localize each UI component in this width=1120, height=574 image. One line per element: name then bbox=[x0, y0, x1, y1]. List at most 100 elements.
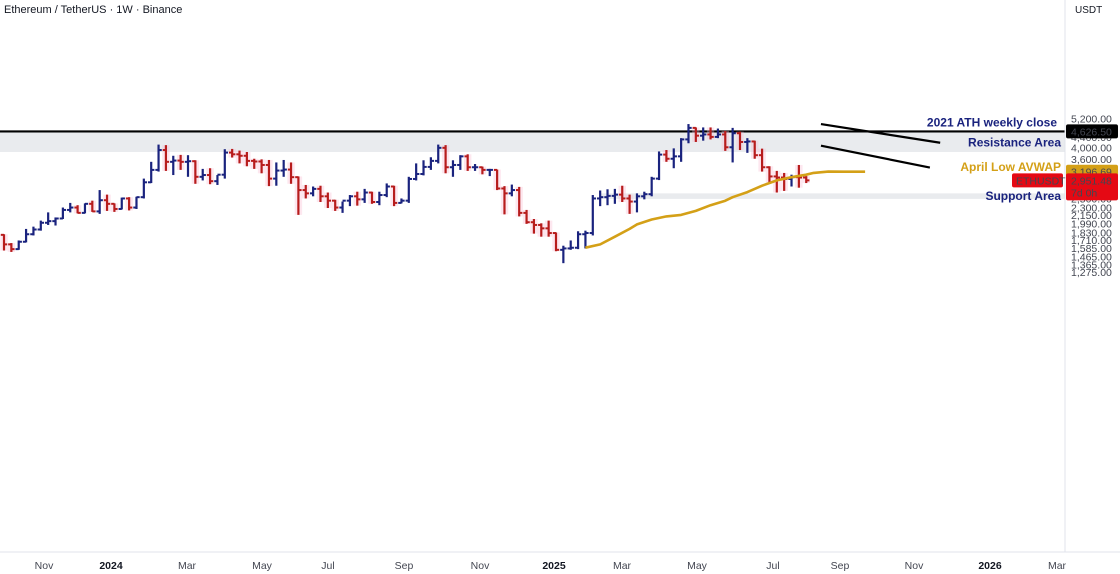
bear-bar bbox=[442, 145, 449, 174]
bull-bar bbox=[427, 157, 435, 170]
bear-bar bbox=[287, 162, 295, 184]
bear-bar bbox=[228, 148, 236, 158]
bull-bar bbox=[339, 199, 346, 213]
time-tick-label: Mar bbox=[613, 560, 632, 572]
bull-bar bbox=[221, 149, 228, 179]
bull-bar bbox=[361, 188, 368, 203]
bear-bar bbox=[707, 127, 714, 140]
bull-bar bbox=[398, 198, 405, 204]
bear-bar bbox=[663, 150, 670, 162]
time-tick-label: Mar bbox=[1048, 560, 1067, 572]
bull-bar bbox=[15, 240, 22, 251]
ohlc-bars bbox=[0, 124, 810, 264]
bull-bar bbox=[567, 240, 574, 250]
bull-bar bbox=[37, 220, 44, 231]
bear-bar bbox=[8, 243, 15, 252]
time-tick-label: 2025 bbox=[542, 560, 566, 572]
bear-bar bbox=[74, 205, 81, 214]
bull-bar bbox=[471, 164, 479, 171]
bull-bar bbox=[140, 178, 148, 199]
time-tick-label: Jul bbox=[766, 560, 779, 572]
chart-title: Ethereum / TetherUS · 1W · Binance bbox=[4, 4, 183, 16]
bull-bar bbox=[596, 190, 604, 207]
bear-bar bbox=[368, 191, 376, 204]
ath-price-text: 4,626.50 bbox=[1071, 126, 1112, 138]
bear-bar bbox=[516, 186, 523, 217]
bear-bar bbox=[111, 202, 118, 212]
bull-bar bbox=[376, 191, 383, 206]
bull-bar bbox=[449, 160, 457, 177]
bull-bar bbox=[214, 173, 221, 185]
bull-bar bbox=[700, 127, 707, 141]
bear-bar bbox=[317, 185, 324, 203]
bear-bar bbox=[390, 185, 398, 207]
time-tick-label: May bbox=[687, 560, 708, 572]
bull-bar bbox=[81, 202, 89, 214]
bull-bar bbox=[155, 144, 162, 172]
bear-bar bbox=[523, 209, 530, 224]
bull-bar bbox=[685, 124, 692, 144]
bear-bar bbox=[265, 159, 273, 187]
bull-bar bbox=[435, 144, 442, 164]
bear-bar bbox=[493, 168, 501, 191]
bull-bar bbox=[309, 186, 317, 197]
symbol-tag-text: ETHUSDT bbox=[1016, 175, 1066, 187]
bear-bar bbox=[538, 223, 545, 237]
zones-layer bbox=[0, 131, 1065, 199]
bull-bar bbox=[574, 231, 582, 250]
bull-bar bbox=[199, 168, 206, 181]
bull-bar bbox=[508, 184, 516, 197]
price-tick-label: 1,990.00 bbox=[1071, 218, 1112, 230]
countdown-text: 7d 0h bbox=[1071, 187, 1097, 199]
bull-bar bbox=[677, 138, 685, 162]
price-tick-label: 4,000.00 bbox=[1071, 142, 1112, 154]
time-axis[interactable]: Nov 2024 Mar May Jul Sep Nov 2025 Mar May Jul Sep No… bbox=[35, 560, 1067, 572]
bull-bar bbox=[44, 212, 52, 225]
bear-bar bbox=[722, 130, 729, 151]
bear-bar bbox=[177, 154, 184, 170]
bull-bar bbox=[560, 245, 567, 264]
bear-bar bbox=[552, 232, 560, 252]
support-zone bbox=[600, 193, 1065, 199]
bull-bar bbox=[582, 230, 589, 249]
time-tick-label: Nov bbox=[905, 560, 924, 572]
resistance-zone bbox=[0, 131, 1065, 153]
bull-bar bbox=[611, 188, 619, 204]
bull-bar bbox=[148, 161, 155, 184]
price-tick-label: 1,710.00 bbox=[1071, 235, 1112, 247]
support-label: Support Area bbox=[985, 189, 1061, 203]
bull-bar bbox=[604, 189, 611, 206]
bull-bar bbox=[633, 193, 641, 213]
bear-bar bbox=[479, 166, 486, 175]
bear-bar bbox=[692, 126, 700, 142]
bear-bar bbox=[192, 160, 199, 184]
bull-bar bbox=[280, 159, 287, 177]
bear-bar bbox=[758, 148, 766, 172]
price-tick-label: 1,365.00 bbox=[1071, 259, 1112, 271]
bull-bar bbox=[486, 168, 493, 177]
bear-bar bbox=[545, 220, 552, 237]
bear-bar bbox=[236, 150, 243, 164]
bear-bar bbox=[751, 140, 758, 159]
price-tick-label: 2,150.00 bbox=[1071, 210, 1112, 222]
price-tick-label: 1,275.00 bbox=[1071, 267, 1112, 279]
bull-bar bbox=[22, 228, 30, 243]
bull-bar bbox=[670, 148, 677, 169]
bull-bar bbox=[346, 195, 354, 207]
time-tick-label: 2026 bbox=[978, 560, 1002, 572]
bear-bar bbox=[332, 199, 339, 211]
ath-label: 2021 ATH weekly close bbox=[927, 115, 1057, 129]
time-tick-label: Nov bbox=[35, 560, 54, 572]
bear-bar bbox=[619, 185, 626, 203]
price-tick-label: 2,300.00 bbox=[1071, 203, 1112, 215]
bear-bar bbox=[766, 166, 773, 184]
bear-bar bbox=[206, 168, 214, 185]
bull-bar bbox=[383, 183, 390, 198]
bear-bar bbox=[464, 154, 471, 171]
bear-bar bbox=[626, 194, 633, 214]
price-tick-label: 1,585.00 bbox=[1071, 243, 1112, 255]
last-price-tag: ETHUSDT 2,951.48 7d 0h bbox=[1012, 173, 1118, 201]
time-tick-label: Sep bbox=[395, 560, 414, 572]
bear-bar bbox=[0, 233, 8, 251]
